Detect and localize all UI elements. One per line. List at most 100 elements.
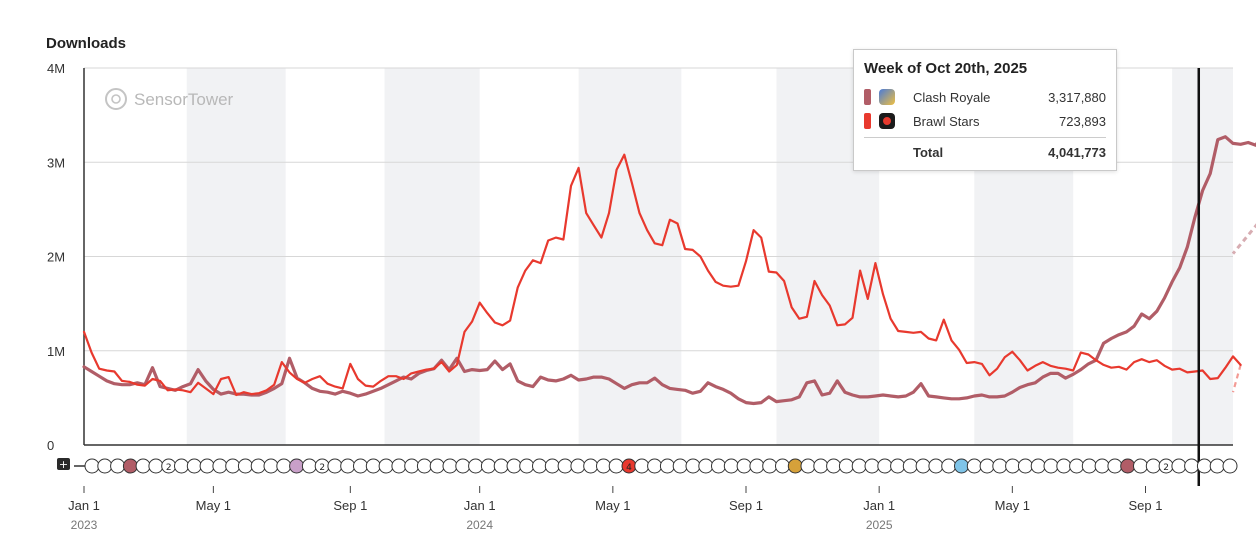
update-marker[interactable] [263, 458, 279, 474]
update-marker[interactable] [775, 458, 790, 474]
x-tick-label: May 1 [196, 498, 231, 513]
update-marker[interactable] [698, 458, 714, 474]
update-marker[interactable] [736, 458, 752, 474]
sensortower-logo-icon [105, 88, 127, 110]
update-marker[interactable] [1005, 458, 1021, 474]
update-marker[interactable] [557, 458, 573, 474]
update-marker[interactable] [429, 458, 445, 474]
update-marker[interactable] [672, 458, 688, 474]
update-marker[interactable] [941, 458, 957, 474]
update-marker[interactable] [225, 458, 241, 474]
update-marker[interactable] [148, 458, 164, 474]
update-marker[interactable] [979, 458, 995, 474]
update-marker[interactable] [1209, 458, 1225, 474]
update-marker[interactable] [954, 458, 969, 474]
x-tick-label: Jan 1 [863, 498, 895, 513]
update-marker[interactable] [902, 458, 918, 474]
update-marker[interactable] [301, 458, 317, 474]
update-marker[interactable] [583, 458, 599, 474]
sensortower-logo-inner-icon [111, 94, 121, 104]
update-marker[interactable] [506, 458, 522, 474]
update-marker[interactable] [493, 458, 509, 474]
update-marker[interactable] [416, 458, 432, 474]
update-marker[interactable] [1222, 458, 1238, 474]
update-marker[interactable] [122, 458, 138, 474]
update-markers-track[interactable]: +2 2 4 2 [57, 458, 1238, 474]
series-lines [82, 135, 1256, 406]
update-marker[interactable] [212, 458, 228, 474]
update-marker[interactable] [966, 458, 982, 474]
update-marker[interactable] [838, 458, 854, 474]
update-marker[interactable] [480, 458, 496, 474]
update-marker[interactable] [237, 458, 253, 474]
update-marker[interactable] [110, 458, 126, 474]
update-marker[interactable] [532, 458, 547, 474]
update-marker[interactable] [455, 458, 471, 474]
update-marker[interactable] [1145, 458, 1161, 474]
update-marker[interactable] [544, 458, 560, 474]
update-marker[interactable] [1184, 458, 1200, 474]
update-marker[interactable] [826, 458, 842, 474]
update-marker[interactable] [135, 458, 151, 474]
update-marker[interactable] [1133, 458, 1148, 474]
update-marker[interactable] [289, 458, 305, 474]
update-marker[interactable] [1081, 458, 1097, 474]
update-marker[interactable] [877, 458, 893, 474]
update-marker[interactable] [353, 458, 368, 474]
update-marker[interactable] [1056, 458, 1072, 474]
update-marker[interactable] [685, 458, 701, 474]
update-marker[interactable] [1030, 458, 1046, 474]
update-marker[interactable] [97, 458, 113, 474]
update-marker[interactable] [992, 458, 1008, 474]
add-annotation-icon[interactable] [57, 458, 70, 470]
update-marker[interactable] [749, 458, 765, 474]
update-marker[interactable] [199, 458, 215, 474]
update-marker[interactable] [1120, 458, 1136, 474]
update-marker[interactable] [659, 458, 675, 474]
update-marker[interactable] [915, 458, 931, 474]
update-marker[interactable] [174, 458, 189, 474]
update-marker[interactable] [711, 458, 726, 474]
update-marker-count: 2 [166, 463, 172, 473]
update-marker[interactable] [1171, 458, 1187, 474]
update-marker[interactable] [340, 458, 356, 474]
update-marker[interactable] [1043, 458, 1059, 474]
update-marker[interactable] [365, 458, 381, 474]
update-marker[interactable] [250, 458, 266, 474]
update-marker[interactable] [84, 458, 100, 474]
update-marker[interactable] [1017, 458, 1033, 474]
update-marker[interactable] [596, 458, 611, 474]
update-marker[interactable] [762, 458, 778, 474]
update-marker[interactable] [519, 458, 535, 474]
update-marker[interactable] [890, 458, 906, 474]
update-marker[interactable] [327, 458, 343, 474]
update-marker[interactable] [1107, 458, 1123, 474]
update-marker[interactable] [851, 458, 867, 474]
update-marker[interactable] [647, 458, 663, 474]
tooltip-row-value: 723,893 [1059, 113, 1106, 129]
update-marker[interactable] [864, 458, 880, 474]
update-marker[interactable] [787, 458, 803, 474]
tooltip-total-value: 4,041,773 [1048, 144, 1106, 160]
y-axis-ticks: 0 1M 2M 3M 4M [47, 61, 65, 453]
series-projection [1231, 364, 1242, 393]
update-marker[interactable] [1094, 458, 1110, 474]
update-marker[interactable] [378, 458, 394, 474]
update-marker[interactable] [391, 458, 407, 474]
update-marker[interactable] [608, 458, 624, 474]
update-marker[interactable] [442, 458, 458, 474]
update-marker[interactable] [723, 458, 739, 474]
update-marker[interactable] [800, 458, 816, 474]
tooltip: Week of Oct 20th, 2025 Clash Royale 3,31… [853, 49, 1117, 171]
update-marker[interactable] [928, 458, 944, 474]
update-marker[interactable] [1069, 458, 1085, 474]
update-marker[interactable] [404, 458, 420, 474]
update-marker[interactable] [570, 458, 586, 474]
update-marker[interactable] [1196, 458, 1212, 474]
series-line-clash-royale [82, 135, 1256, 406]
update-marker[interactable] [813, 458, 829, 474]
update-marker[interactable] [468, 458, 484, 474]
update-marker[interactable] [276, 458, 292, 474]
update-marker[interactable] [186, 458, 202, 474]
update-marker[interactable] [634, 458, 650, 474]
